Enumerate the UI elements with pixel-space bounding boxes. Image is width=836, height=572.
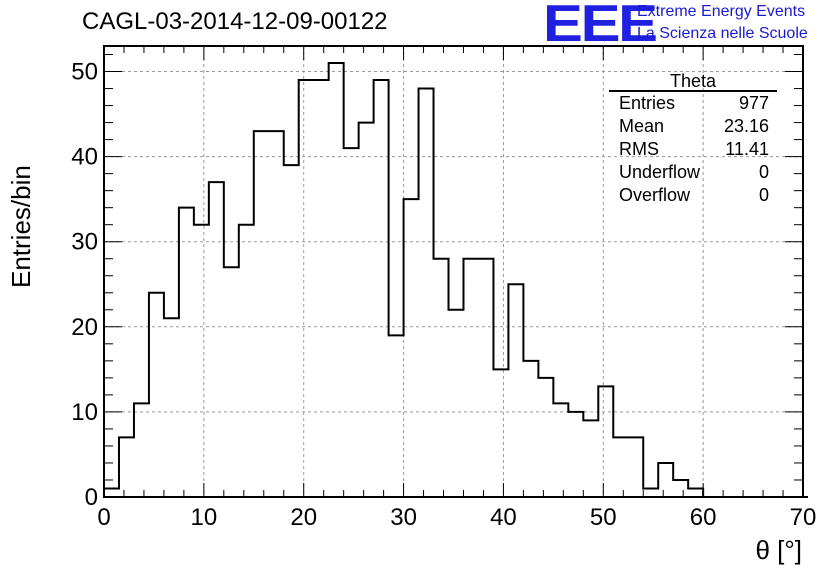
x-tick-label: 30 (390, 504, 417, 531)
x-tick-label: 70 (790, 504, 817, 531)
stats-row-rms: RMS 11.41 (609, 138, 777, 161)
y-axis-label: Entries/bin (6, 165, 36, 288)
x-tick-label: 50 (590, 504, 617, 531)
y-tick-label: 0 (85, 484, 98, 511)
stats-label: Entries (619, 93, 676, 113)
x-tick-label: 20 (290, 504, 317, 531)
x-tick-label: 40 (490, 504, 517, 531)
x-tick-label: 60 (690, 504, 717, 531)
stats-value: 0 (758, 162, 769, 182)
chart-title: CAGL-03-2014-12-09-00122 (82, 8, 388, 35)
x-axis-label: θ [°] (755, 535, 802, 565)
y-tick-label: 50 (71, 59, 98, 86)
x-tick-label: 10 (191, 504, 218, 531)
stats-box: Theta Entries 977 Mean 23.16 RMS 11.41 U… (609, 72, 777, 207)
stats-row-mean: Mean 23.16 (609, 115, 777, 138)
axis-ticks (103, 46, 804, 498)
y-tick-label: 20 (71, 314, 98, 341)
stats-label: RMS (619, 139, 659, 159)
histogram-step-line (103, 62, 808, 498)
stats-value: 23.16 (723, 116, 769, 136)
stats-label: Underflow (619, 162, 701, 182)
stats-value: 977 (738, 93, 769, 113)
stats-title: Theta (609, 72, 777, 92)
stats-value: 11.41 (725, 139, 769, 159)
y-tick-label: 10 (71, 399, 98, 426)
stats-label: Overflow (619, 185, 691, 205)
stats-value: 0 (758, 185, 769, 205)
stats-label: Mean (619, 116, 665, 136)
grid-lines (104, 46, 803, 497)
logo-caption-line1: Extreme Energy Events (637, 3, 806, 20)
stats-row-overflow: Overflow 0 (609, 184, 777, 207)
logo-caption-line2: La Scienza nelle Scuole (637, 25, 808, 42)
tick-labels: 0 10 20 30 40 50 60 70 0 10 20 30 40 50 (71, 59, 816, 531)
plot-frame (103, 45, 804, 498)
x-tick-label: 0 (97, 504, 110, 531)
stats-row-underflow: Underflow 0 (609, 161, 777, 184)
y-tick-label: 40 (71, 144, 98, 171)
stats-row-entries: Entries 977 (609, 92, 777, 115)
y-tick-label: 30 (71, 229, 98, 256)
eee-logo: EEE (543, 0, 658, 53)
